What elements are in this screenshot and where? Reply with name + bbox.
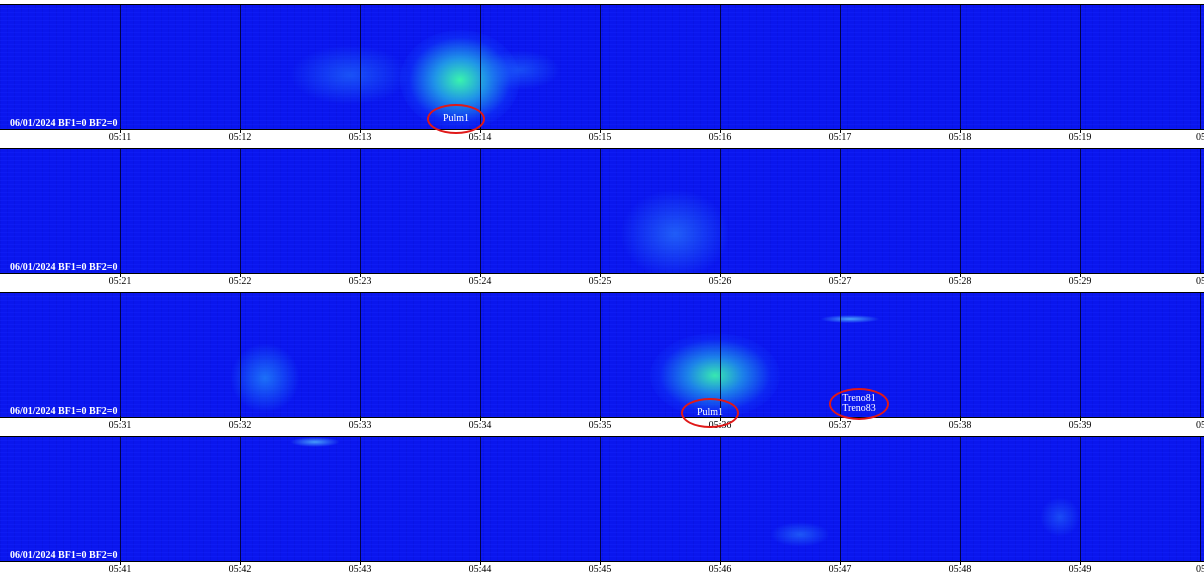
tick-label: 05:4 xyxy=(1196,420,1204,431)
time-axis-1: 05:11 05:12 05:13 05:14 05:15 05:16 05:1… xyxy=(0,128,1204,145)
annotation-line: Treno81 xyxy=(842,393,876,404)
spectrogram-panel-1: 06/01/2024 BF1=0 BF2=0 05:11 05:12 05:13… xyxy=(0,0,1204,145)
tick-label: 05:23 xyxy=(348,276,372,287)
annotation-label: Pulm1 xyxy=(442,113,470,124)
annotation-line: Treno83 xyxy=(842,403,876,414)
tick-label: 05:21 xyxy=(108,276,132,287)
tick-label: 05:42 xyxy=(228,564,252,575)
tick-label: 05:3 xyxy=(1196,276,1204,287)
tick-label: 05:16 xyxy=(708,132,732,143)
tick-label: 05:24 xyxy=(468,276,492,287)
tick-label: 05:32 xyxy=(228,420,252,431)
time-axis-2: 05:21 05:22 05:23 05:24 05:25 05:26 05:2… xyxy=(0,272,1204,289)
tick-label: 05:11 xyxy=(108,132,132,143)
tick-label: 05:39 xyxy=(1068,420,1092,431)
annotation-label: Treno81 Treno83 xyxy=(831,394,887,414)
tick-label: 05:22 xyxy=(228,276,252,287)
tick-label: 05:27 xyxy=(828,276,852,287)
tick-label: 05:2 xyxy=(1196,132,1204,143)
tick-label: 05:29 xyxy=(1068,276,1092,287)
tick-label: 05:14 xyxy=(468,132,492,143)
tick-label: 05:25 xyxy=(588,276,612,287)
spectrogram-panel-4: 06/01/2024 BF1=0 BF2=0 05:41 05:42 05:43… xyxy=(0,432,1204,577)
tick-label: 05:18 xyxy=(948,132,972,143)
tick-label: 05:44 xyxy=(468,564,492,575)
tick-label: 05:28 xyxy=(948,276,972,287)
tick-label: 05:5 xyxy=(1196,564,1204,575)
panel-stamp: 06/01/2024 BF1=0 BF2=0 xyxy=(10,406,118,417)
spectrogram-1: 06/01/2024 BF1=0 BF2=0 xyxy=(0,4,1204,131)
tick-label: 05:49 xyxy=(1068,564,1092,575)
tick-label: 05:17 xyxy=(828,132,852,143)
panel-stamp: 06/01/2024 BF1=0 BF2=0 xyxy=(10,118,118,129)
tick-label: 05:26 xyxy=(708,276,732,287)
tick-label: 05:13 xyxy=(348,132,372,143)
tick-label: 05:35 xyxy=(588,420,612,431)
annotation-ellipse: Pulm1 xyxy=(681,398,739,428)
tick-label: 05:41 xyxy=(108,564,132,575)
spectrogram-2: 06/01/2024 BF1=0 BF2=0 xyxy=(0,148,1204,275)
tick-label: 05:34 xyxy=(468,420,492,431)
tick-label: 05:33 xyxy=(348,420,372,431)
annotation-label: Pulm1 xyxy=(696,407,724,418)
tick-label: 05:15 xyxy=(588,132,612,143)
tick-label: 05:48 xyxy=(948,564,972,575)
spectrogram-3: 06/01/2024 BF1=0 BF2=0 xyxy=(0,292,1204,419)
tick-label: 05:12 xyxy=(228,132,252,143)
spectrogram-panel-3: 06/01/2024 BF1=0 BF2=0 05:31 05:32 05:33… xyxy=(0,288,1204,433)
panel-stamp: 06/01/2024 BF1=0 BF2=0 xyxy=(10,262,118,273)
annotation-ellipse: Treno81 Treno83 xyxy=(829,388,889,420)
spectrogram-panel-2: 06/01/2024 BF1=0 BF2=0 05:21 05:22 05:23… xyxy=(0,144,1204,289)
panel-stamp: 06/01/2024 BF1=0 BF2=0 xyxy=(10,550,118,561)
tick-label: 05:31 xyxy=(108,420,132,431)
tick-label: 05:45 xyxy=(588,564,612,575)
tick-label: 05:43 xyxy=(348,564,372,575)
spectrogram-4: 06/01/2024 BF1=0 BF2=0 xyxy=(0,436,1204,563)
tick-label: 05:37 xyxy=(828,420,852,431)
tick-label: 05:47 xyxy=(828,564,852,575)
tick-label: 05:46 xyxy=(708,564,732,575)
tick-label: 05:19 xyxy=(1068,132,1092,143)
time-axis-4: 05:41 05:42 05:43 05:44 05:45 05:46 05:4… xyxy=(0,560,1204,577)
annotation-ellipse: Pulm1 xyxy=(427,104,485,134)
tick-label: 05:38 xyxy=(948,420,972,431)
time-axis-3: 05:31 05:32 05:33 05:34 05:35 05:36 05:3… xyxy=(0,416,1204,433)
